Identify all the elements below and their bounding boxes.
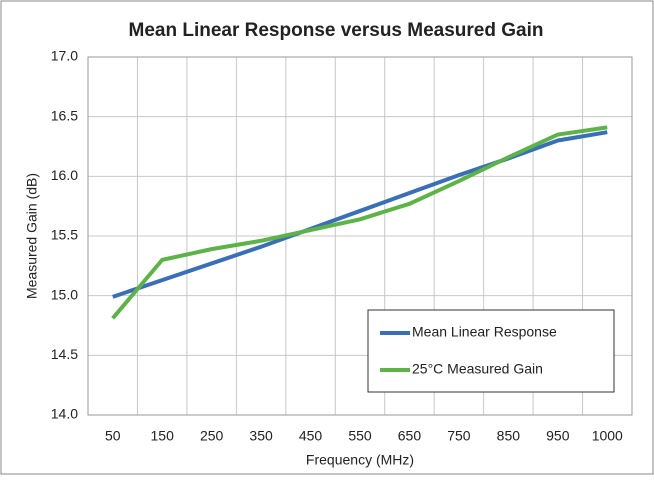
y-tick-label: 14.5 <box>51 346 78 362</box>
x-tick-label: 350 <box>249 428 273 444</box>
y-tick-label: 16.0 <box>51 167 78 183</box>
x-tick-label: 50 <box>105 428 121 444</box>
x-tick-label: 650 <box>398 428 422 444</box>
line-series <box>111 125 608 320</box>
x-tick-label: 450 <box>299 428 323 444</box>
y-tick-label: 16.5 <box>51 107 78 123</box>
line-series <box>112 130 608 299</box>
y-tick-label: 15.0 <box>51 286 78 302</box>
x-tick-label: 550 <box>348 428 372 444</box>
y-tick-label: 14.0 <box>51 406 78 422</box>
x-tick-label: 950 <box>546 428 570 444</box>
x-tick-label: 250 <box>200 428 224 444</box>
y-tick-label: 17.0 <box>51 48 78 64</box>
x-tick-label: 850 <box>497 428 521 444</box>
legend-label: 25°C Measured Gain <box>412 361 543 377</box>
x-axis-label: Frequency (MHz) <box>306 452 414 468</box>
legend-box <box>367 309 615 393</box>
x-tick-label: 150 <box>151 428 175 444</box>
y-axis-label: Measured Gain (dB) <box>24 173 40 299</box>
legend-label: Mean Linear Response <box>412 324 557 340</box>
x-tick-label: 750 <box>447 428 471 444</box>
chart-title: Mean Linear Response versus Measured Gai… <box>129 20 544 41</box>
plot-border <box>87 56 633 416</box>
x-tick-label: 1000 <box>592 428 623 444</box>
y-tick-label: 15.5 <box>51 227 78 243</box>
